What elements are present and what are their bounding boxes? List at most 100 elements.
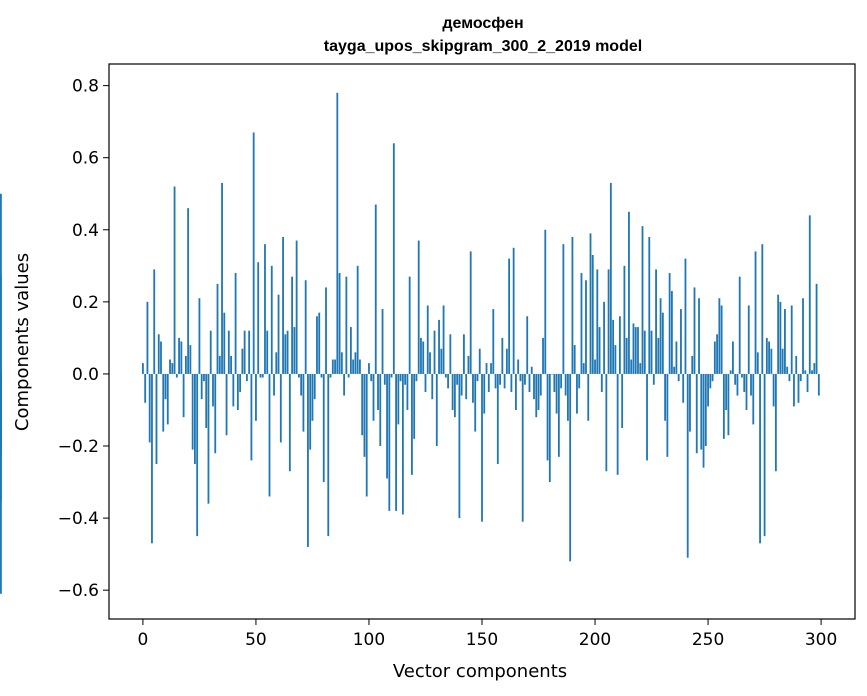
bar bbox=[313, 373, 316, 400]
bar bbox=[761, 244, 764, 374]
bar bbox=[806, 373, 809, 392]
bar bbox=[786, 366, 789, 374]
bar bbox=[691, 355, 694, 374]
y-tick-label: 0.6 bbox=[72, 149, 99, 169]
bar bbox=[614, 345, 617, 374]
plot-area-frame bbox=[108, 63, 856, 620]
bar bbox=[456, 373, 459, 385]
bar bbox=[704, 373, 707, 447]
bar bbox=[338, 273, 341, 374]
bar bbox=[598, 327, 601, 374]
bar bbox=[322, 373, 325, 483]
bar bbox=[286, 330, 289, 374]
bar bbox=[225, 373, 228, 436]
bar bbox=[578, 373, 581, 389]
bar bbox=[804, 370, 807, 374]
bar bbox=[718, 298, 721, 374]
y-tick-label: 0.4 bbox=[72, 221, 99, 241]
bar bbox=[381, 309, 384, 374]
bar bbox=[670, 291, 673, 374]
bar bbox=[797, 373, 800, 403]
bar bbox=[741, 373, 743, 378]
bar bbox=[196, 373, 199, 537]
bar bbox=[406, 373, 409, 410]
bar bbox=[700, 373, 703, 450]
bar bbox=[392, 143, 395, 374]
x-tick-label: 150 bbox=[466, 630, 498, 650]
bar bbox=[494, 373, 497, 389]
bar bbox=[175, 373, 178, 378]
bar bbox=[164, 373, 167, 400]
bar bbox=[499, 373, 501, 385]
bar bbox=[641, 226, 644, 374]
bar bbox=[309, 373, 312, 450]
bar bbox=[239, 373, 242, 392]
bar bbox=[571, 236, 574, 374]
bar bbox=[386, 373, 388, 479]
bar bbox=[508, 258, 511, 374]
bar bbox=[729, 370, 732, 374]
bar bbox=[695, 373, 698, 454]
bar bbox=[754, 251, 757, 374]
x-axis-label: Vector components bbox=[393, 661, 567, 682]
bar bbox=[496, 373, 499, 465]
bar bbox=[429, 352, 431, 374]
bar bbox=[221, 182, 223, 374]
bar bbox=[277, 294, 280, 374]
bar bbox=[720, 305, 723, 374]
bar bbox=[784, 309, 786, 374]
bar bbox=[779, 301, 782, 374]
bar bbox=[284, 334, 287, 374]
bar bbox=[399, 373, 402, 382]
bar bbox=[354, 352, 357, 374]
bar bbox=[548, 373, 551, 483]
bar bbox=[659, 298, 662, 374]
bar bbox=[677, 373, 680, 382]
bar bbox=[209, 330, 212, 374]
bar bbox=[417, 240, 420, 374]
bar bbox=[390, 373, 393, 378]
y-tick-label: 0.8 bbox=[72, 77, 99, 97]
bar bbox=[722, 373, 725, 439]
bar bbox=[632, 323, 635, 374]
bar bbox=[603, 301, 605, 374]
bar bbox=[458, 373, 461, 519]
bar bbox=[300, 373, 303, 396]
bar bbox=[252, 132, 255, 374]
bar bbox=[521, 373, 524, 522]
bar bbox=[173, 186, 176, 374]
y-axis-ticks: −0.6 −0.4 −0.2 0.0 0.2 0.4 0.6 0.8 bbox=[58, 77, 109, 601]
bar bbox=[146, 301, 149, 374]
bar bbox=[811, 370, 813, 374]
bar bbox=[273, 373, 275, 396]
bar bbox=[537, 373, 540, 410]
bar bbox=[612, 319, 615, 374]
bar bbox=[596, 269, 599, 374]
bar bbox=[580, 273, 583, 374]
bar bbox=[707, 373, 709, 407]
bar bbox=[0, 373, 2, 501]
x-tick-label: 250 bbox=[692, 630, 724, 650]
bar bbox=[666, 373, 669, 457]
bar bbox=[236, 373, 239, 410]
bar bbox=[157, 334, 160, 374]
bar bbox=[655, 269, 657, 374]
bar bbox=[148, 373, 151, 443]
bar bbox=[169, 359, 171, 374]
bar bbox=[772, 373, 775, 407]
bar bbox=[361, 373, 364, 436]
bar bbox=[388, 373, 391, 511]
x-tick-label: 200 bbox=[579, 630, 611, 650]
bar bbox=[591, 255, 594, 374]
bar bbox=[207, 373, 210, 504]
bar bbox=[440, 348, 443, 374]
bar bbox=[745, 373, 748, 410]
bar bbox=[628, 211, 630, 374]
bar bbox=[250, 373, 253, 461]
bar bbox=[424, 373, 427, 392]
bar bbox=[616, 373, 619, 475]
bar bbox=[799, 373, 802, 382]
bar bbox=[191, 373, 194, 450]
y-tick-label: −0.2 bbox=[58, 437, 99, 457]
